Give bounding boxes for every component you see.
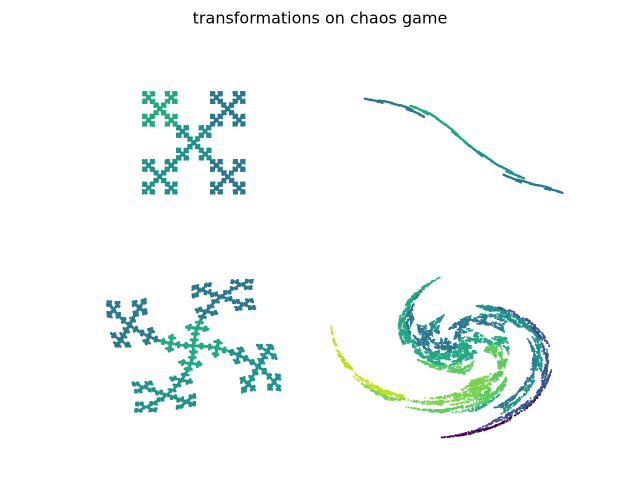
figure-title: transformations on chaos game [193, 9, 448, 28]
panels [106, 91, 564, 439]
fractal-top-left [142, 91, 246, 195]
